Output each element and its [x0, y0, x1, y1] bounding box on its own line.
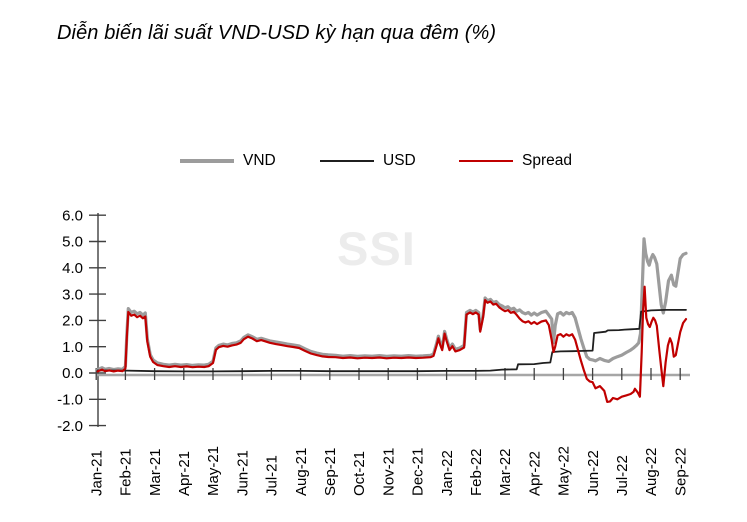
y-tick-label: 4.0: [62, 260, 83, 277]
y-tick-label: -1.0: [57, 392, 83, 409]
legend-label-vnd: VND: [243, 152, 276, 169]
chart-title: Diễn biến lãi suất VND-USD kỳ hạn qua đê…: [57, 22, 497, 44]
ssi-watermark: SSI: [337, 222, 416, 275]
y-tick-label: 0.0: [62, 365, 83, 382]
y-tick-label: 5.0: [62, 234, 83, 251]
series-usd: [96, 308, 687, 373]
x-tick-label: Apr-21: [176, 451, 193, 496]
x-tick-label: Jan-21: [88, 450, 105, 496]
x-tick-label: Jan-22: [439, 450, 456, 496]
x-tick-label: May-22: [556, 446, 573, 496]
y-tick-label: 3.0: [62, 286, 83, 303]
x-tick-label: Sep-21: [322, 448, 339, 496]
x-tick-label: Nov-21: [380, 448, 397, 496]
y-tick-label: -2.0: [57, 418, 83, 435]
legend-label-spread: Spread: [522, 152, 572, 169]
legend-item-spread: Spread: [459, 152, 572, 170]
x-tick-label: Jul-22: [614, 455, 631, 496]
series-spread: [96, 285, 688, 403]
x-tick-label: Feb-22: [468, 448, 485, 496]
x-tick-label: Jun-21: [234, 450, 251, 496]
y-tick-label: 2.0: [62, 313, 83, 330]
x-tick-label: Mar-21: [147, 448, 164, 496]
legend-item-vnd: VND: [180, 152, 276, 170]
x-tick-label: Mar-22: [497, 448, 514, 496]
y-tick-label: 6.0: [62, 207, 83, 224]
x-tick-label: Jul-21: [264, 455, 281, 496]
series-vnd: [96, 237, 688, 372]
legend-item-usd: USD: [320, 152, 416, 170]
x-tick-label: Apr-22: [526, 451, 543, 496]
x-tick-label: Oct-21: [351, 451, 368, 496]
x-tick-label: Jun-22: [585, 450, 602, 496]
x-tick-label: Feb-21: [118, 448, 135, 496]
x-tick-label: Dec-21: [410, 448, 427, 496]
y-tick-label: 1.0: [62, 339, 83, 356]
legend-label-usd: USD: [383, 152, 416, 169]
x-tick-label: Aug-22: [643, 448, 660, 496]
x-tick-label: Sep-22: [672, 448, 689, 496]
x-tick-label: Aug-21: [293, 448, 310, 496]
legend-line-vnd: [180, 159, 234, 163]
legend-line-usd: [320, 159, 374, 163]
legend-line-spread: [459, 159, 513, 163]
x-tick-label: May-21: [205, 446, 222, 496]
